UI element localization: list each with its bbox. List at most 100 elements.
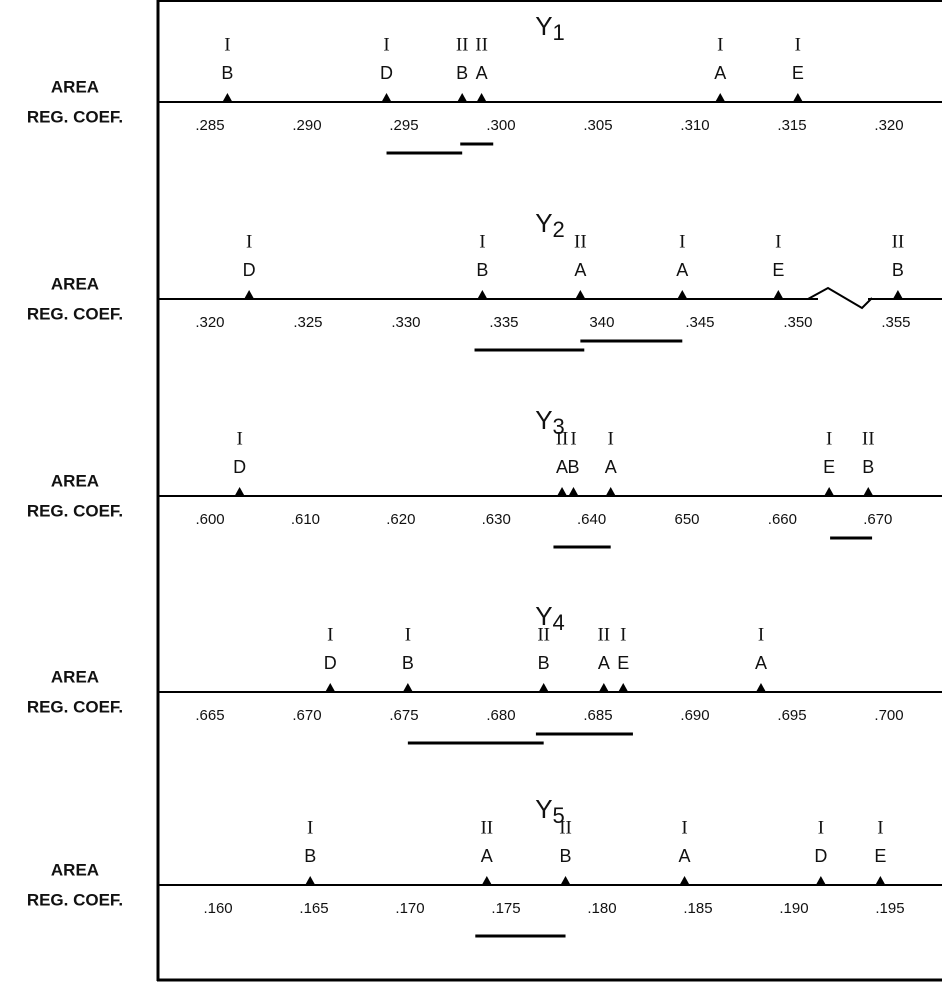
group-label: I <box>383 34 389 55</box>
marker <box>481 876 492 885</box>
letter-label: A <box>481 846 493 866</box>
letter-label: D <box>243 260 256 280</box>
group-label: I <box>826 428 832 449</box>
letter-label: A <box>556 457 568 477</box>
title-subscript: 2 <box>553 217 565 242</box>
letter-label: D <box>233 457 246 477</box>
x-tick-label: .670 <box>863 511 892 528</box>
group-label: I <box>327 624 333 645</box>
x-tick-label: .325 <box>293 314 322 331</box>
letter-label: A <box>755 653 767 673</box>
x-tick-label: .600 <box>195 511 224 528</box>
y-label: AREA <box>51 667 99 686</box>
group-label: II <box>597 624 610 645</box>
marker <box>457 93 468 102</box>
group-label: I <box>236 428 242 449</box>
x-tick-label: .190 <box>779 900 808 917</box>
title-subscript: 4 <box>553 610 565 635</box>
x-tick-label: .175 <box>491 900 520 917</box>
letter-label: A <box>598 653 610 673</box>
letter-label: A <box>679 846 691 866</box>
y-label: AREA <box>51 860 99 879</box>
x-tick-label: .285 <box>195 117 224 134</box>
group-label: II <box>480 817 493 838</box>
group-label: I <box>608 428 614 449</box>
title-letter: Y <box>535 601 552 631</box>
marker <box>715 93 726 102</box>
group-label: I <box>620 624 626 645</box>
title-subscript: 3 <box>553 414 565 439</box>
letter-label: E <box>874 846 886 866</box>
letter-label: A <box>676 260 688 280</box>
x-tick-label: .660 <box>768 511 797 528</box>
x-tick-label: .160 <box>203 900 232 917</box>
y-label: REG. COEF. <box>27 697 123 716</box>
letter-label: A <box>476 63 488 83</box>
group-label: II <box>574 231 587 252</box>
group-label: I <box>681 817 687 838</box>
panel: Y5 AREA REG. COEF. .160 .165 .170 .175 .180 .185… <box>27 794 942 938</box>
x-tick-label: .320 <box>874 117 903 134</box>
panel: Y1 AREA REG. COEF. .285 .290 .295 .300 .305 .310… <box>27 11 942 155</box>
title-subscript: 5 <box>553 803 565 828</box>
letter-label: E <box>823 457 835 477</box>
marker <box>538 683 549 692</box>
letter-label: B <box>456 63 468 83</box>
marker <box>677 290 688 299</box>
title-letter: Y <box>535 11 552 41</box>
axis-break <box>807 286 873 310</box>
group-label: I <box>246 231 252 252</box>
panel-title: Y1 <box>535 11 565 45</box>
marker <box>679 876 690 885</box>
x-tick-label: .700 <box>874 707 903 724</box>
marker <box>815 876 826 885</box>
x-tick-label: .670 <box>292 707 321 724</box>
panel: Y3 AREA REG. COEF. .600 .610 .620 .630 .640 650.… <box>27 405 942 549</box>
x-tick-label: .690 <box>680 707 709 724</box>
title-letter: Y <box>535 794 552 824</box>
letter-label: B <box>892 260 904 280</box>
marker <box>575 290 586 299</box>
group-label: I <box>307 817 313 838</box>
x-tick-label: .685 <box>583 707 612 724</box>
marker <box>557 487 568 496</box>
marker <box>755 683 766 692</box>
letter-label: B <box>476 260 488 280</box>
panel-title: Y4 <box>535 601 565 635</box>
letter-label: B <box>304 846 316 866</box>
x-tick-label: .170 <box>395 900 424 917</box>
x-tick-label: .345 <box>685 314 714 331</box>
x-tick-label: .330 <box>391 314 420 331</box>
y-label: REG. COEF. <box>27 107 123 126</box>
marker <box>325 683 336 692</box>
x-tick-label: .640 <box>577 511 606 528</box>
letter-label: B <box>567 457 579 477</box>
x-tick-label: .610 <box>291 511 320 528</box>
x-tick-label: .630 <box>482 511 511 528</box>
group-label: II <box>456 34 469 55</box>
marker <box>560 876 571 885</box>
x-tick-label: .295 <box>389 117 418 134</box>
x-tick-label: .680 <box>486 707 515 724</box>
x-tick-label: .180 <box>587 900 616 917</box>
group-label: II <box>559 817 572 838</box>
group-label: I <box>775 231 781 252</box>
x-tick-label: .350 <box>783 314 812 331</box>
group-label: I <box>679 231 685 252</box>
marker <box>618 683 629 692</box>
x-tick-label: .310 <box>680 117 709 134</box>
x-tick-label: .695 <box>777 707 806 724</box>
letter-label: E <box>772 260 784 280</box>
letter-label: B <box>402 653 414 673</box>
group-label: II <box>537 624 550 645</box>
group-label: I <box>224 34 230 55</box>
group-label: II <box>892 231 905 252</box>
title-subscript: 1 <box>553 20 565 45</box>
letter-label: A <box>574 260 586 280</box>
letter-label: B <box>221 63 233 83</box>
letter-label: B <box>538 653 550 673</box>
group-label: I <box>877 817 883 838</box>
letter-label: A <box>714 63 726 83</box>
x-tick-label: .305 <box>583 117 612 134</box>
